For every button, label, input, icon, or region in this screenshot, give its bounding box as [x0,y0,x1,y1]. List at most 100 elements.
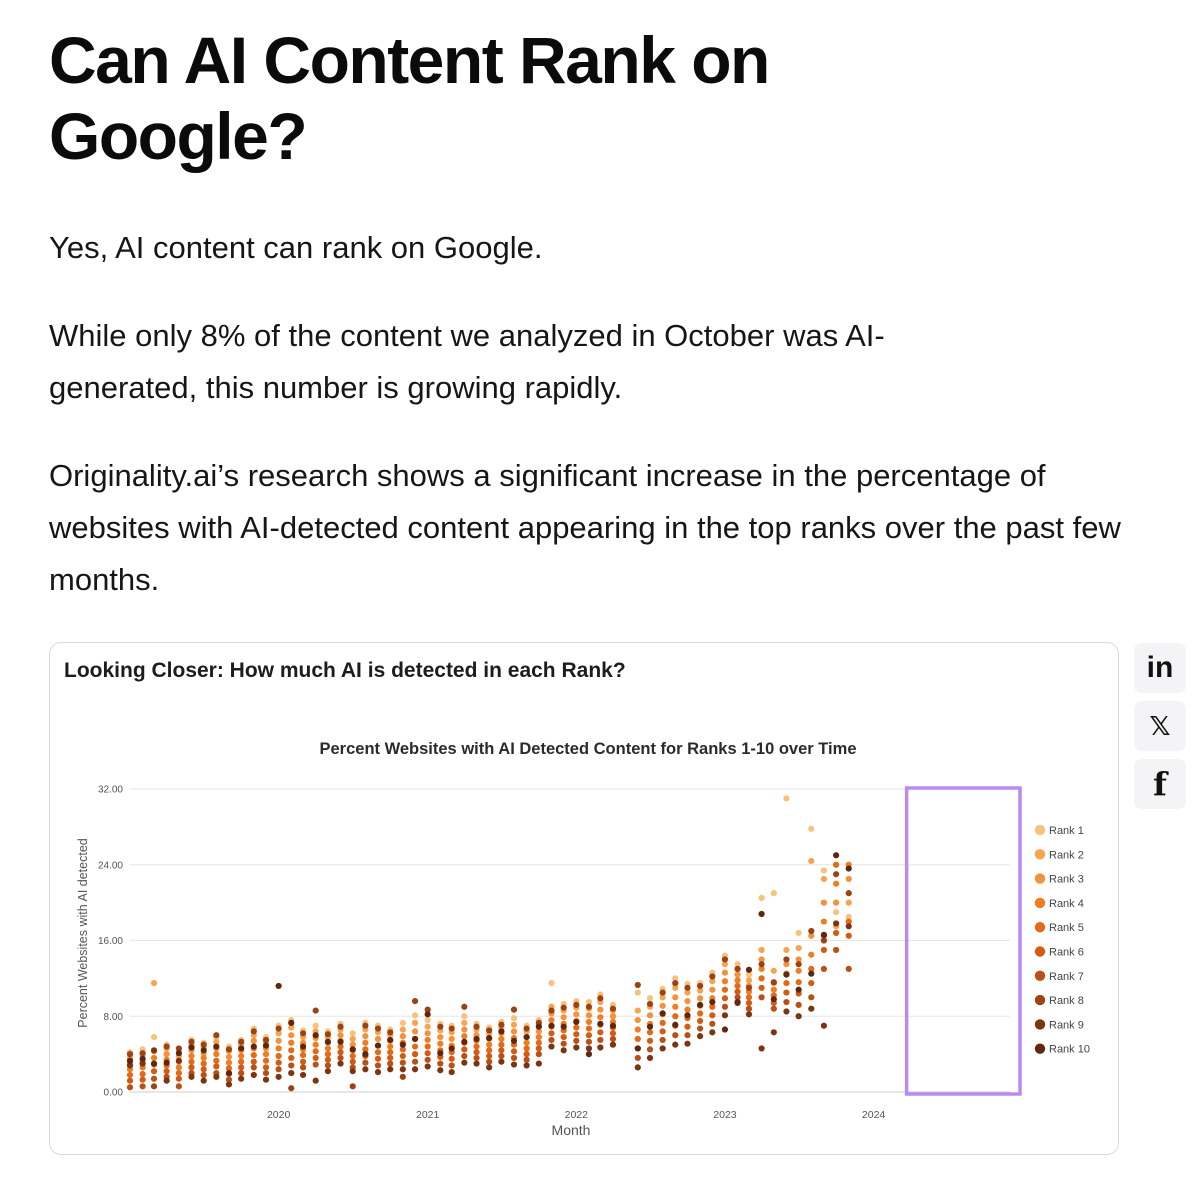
data-point [573,1011,580,1018]
data-point [672,1003,679,1010]
data-point [535,1023,542,1030]
data-point [585,1003,593,1010]
data-point [560,1040,567,1047]
data-point [188,1058,195,1065]
data-point [374,1049,382,1056]
data-point [275,1059,282,1066]
data-point [585,1038,593,1045]
data-point [399,1046,406,1053]
data-point [646,1029,654,1036]
data-point [424,1011,431,1018]
data-point [597,1036,604,1044]
legend-label: Rank 10 [1049,1044,1090,1056]
data-point [126,1084,134,1091]
data-point [845,875,852,883]
data-point [697,1010,704,1017]
data-point [783,989,790,996]
data-point [362,1039,369,1046]
legend-marker [1034,994,1046,1006]
data-point [498,1047,505,1054]
data-point [424,1006,431,1013]
data-point [461,1003,468,1010]
data-point [473,1060,480,1067]
share-x-button[interactable]: 𝕏 [1134,701,1186,751]
data-point [225,1059,233,1066]
data-point [684,1012,691,1019]
data-point [437,1023,444,1030]
data-point [770,986,777,993]
data-point [646,1012,654,1019]
data-point [758,956,765,963]
data-point [486,1034,493,1042]
data-point [820,875,828,883]
data-point [362,1046,369,1053]
data-point [745,984,753,991]
data-point [820,918,828,925]
data-point [609,1005,617,1012]
data-point [411,1012,419,1019]
data-point [709,986,716,993]
data-point [833,880,840,887]
data-point [424,1050,431,1057]
data-point [312,1077,319,1084]
data-point [188,1044,195,1051]
data-point [299,1064,307,1071]
data-point [213,1057,220,1064]
data-point [461,1038,468,1045]
data-point [362,1059,369,1066]
data-point [275,1025,282,1032]
data-point [770,1029,777,1036]
data-point [845,865,852,872]
data-point [783,998,790,1006]
data-point [200,1047,207,1054]
data-point [709,978,716,985]
data-point [672,1021,679,1028]
data-point [461,1033,468,1040]
data-point [697,1025,704,1032]
x-tick-label: 2020 [267,1109,291,1121]
x-tick-label: 2023 [713,1109,737,1121]
data-point [238,1052,245,1060]
data-point [250,1058,257,1065]
data-point [250,1037,257,1044]
data-point [175,1045,182,1052]
data-point [200,1060,207,1067]
data-point [659,994,666,1001]
data-point [758,961,765,968]
share-facebook-button[interactable]: f [1134,759,1186,809]
data-point [399,1073,406,1080]
data-point [684,1006,691,1013]
data-point [560,1014,567,1021]
data-point [510,1037,518,1044]
data-point [461,1046,468,1053]
data-point [387,1049,394,1056]
data-point [535,1045,542,1052]
data-point [461,1059,468,1066]
chart-highlight [904,786,1022,1096]
data-point [734,988,741,995]
data-point [634,1064,641,1071]
linkedin-icon: in [1146,651,1174,684]
chart-points [126,795,852,1092]
share-linkedin-button[interactable]: in [1134,643,1186,693]
data-point [734,994,741,1001]
data-point [498,1021,505,1028]
data-point [523,1056,530,1063]
data-point [324,1056,332,1063]
data-point [225,1076,233,1083]
data-point [262,1036,270,1044]
data-point [262,1057,270,1064]
data-point [808,980,815,987]
data-point [213,1032,220,1039]
data-point [126,1071,134,1079]
data-point [697,995,704,1002]
data-point [411,1051,419,1058]
data-point [523,1045,530,1052]
data-point [585,1025,593,1032]
data-point [548,1016,555,1024]
y-tick-label: 32.00 [98,785,123,796]
data-point [646,995,654,1002]
data-point [448,1045,455,1052]
data-point [175,1069,182,1077]
x-tick-label: 2022 [565,1109,589,1121]
